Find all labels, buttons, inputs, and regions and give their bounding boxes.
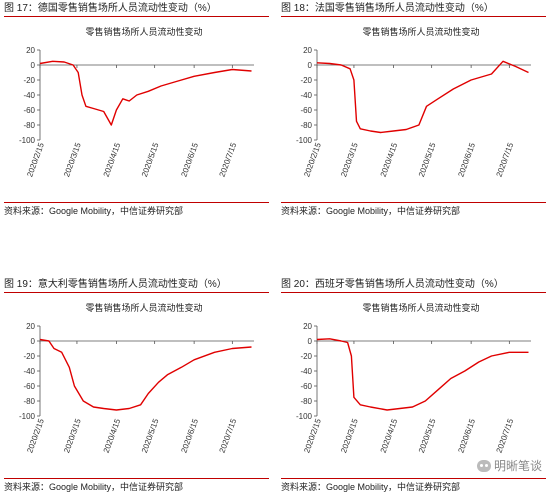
series-line (316, 60, 529, 134)
chart-panel-germany: 图 17：德国零售销售场所人员流动性变动（%） 零售销售场所人员流动性变动 20 0… (4, 2, 269, 224)
y-tick-label: -40 (300, 91, 312, 100)
figure-rule (281, 292, 546, 293)
chart-svg: 零售销售场所人员流动性变动 20 0 -20 -40 -60 -80 -1002020/2/1… (296, 26, 531, 178)
y-tick-label: -40 (23, 367, 35, 376)
y-tick-label: -20 (300, 76, 312, 85)
x-tick-label: 2020/5/15 (140, 417, 161, 454)
y-tick-label: -20 (23, 352, 35, 361)
y-tick-label: -40 (23, 91, 35, 100)
x-tick-label: 2020/6/15 (456, 141, 477, 178)
x-tick-label: 2020/6/15 (179, 417, 200, 454)
figure-label: 图 17：德国零售销售场所人员流动性变动（%） (4, 3, 217, 14)
y-tick-label: -20 (23, 76, 35, 85)
y-tick-label: -100 (19, 136, 36, 145)
x-tick-label: 2020/7/15 (495, 417, 516, 454)
x-tick-label: 2020/3/15 (62, 417, 83, 454)
x-tick-label: 2020/3/15 (339, 141, 360, 178)
source-note: 资料来源：Google Mobility，中信证券研究部 (281, 482, 461, 492)
watermark-text: 明晰笔谈 (493, 459, 542, 473)
source-note: 资料来源：Google Mobility，中信证券研究部 (4, 482, 184, 492)
chart-title: 零售销售场所人员流动性变动 (85, 26, 202, 37)
y-tick-label: 0 (31, 337, 36, 346)
x-tick-label: 2020/5/15 (140, 141, 161, 178)
x-tick-label: 2020/7/15 (218, 417, 239, 454)
x-tick-label: 2020/5/15 (417, 141, 438, 178)
figure-rule (4, 292, 269, 293)
source-rule (4, 478, 269, 479)
chart-panel-italy: 图 19：意大利零售销售场所人员流动性变动（%） 零售销售场所人员流动性变动 20… (4, 278, 269, 500)
x-tick-label: 2020/5/15 (417, 417, 438, 454)
y-tick-label: -100 (296, 412, 313, 421)
y-tick-label: -80 (23, 121, 35, 130)
chart-svg: 零售销售场所人员流动性变动 20 0 -20 -40 -60 -80 -1002020/2/1… (296, 302, 531, 454)
source-rule (281, 202, 546, 203)
y-tick-label: -100 (296, 136, 313, 145)
x-tick-label: 2020/3/15 (339, 417, 360, 454)
figure-rule (4, 16, 269, 17)
chart-svg: 零售销售场所人员流动性变动 20 0 -20 -40 -60 -80 -1002020/2/1… (19, 302, 254, 454)
x-tick-label: 2020/7/15 (218, 141, 239, 178)
wechat-icon (476, 459, 491, 472)
series-line (39, 60, 252, 126)
x-tick-label: 2020/3/15 (62, 141, 83, 178)
y-tick-label: 20 (303, 322, 312, 331)
chart-panel-spain: 图 20：西班牙零售销售场所人员流动性变动（%） 零售销售场所人员流动性变动 20… (281, 278, 546, 500)
x-tick-label: 2020/4/15 (102, 141, 123, 178)
source-rule (4, 202, 269, 203)
y-tick-label: -80 (300, 121, 312, 130)
chart-title: 零售销售场所人员流动性变动 (362, 26, 479, 37)
y-tick-label: -100 (19, 412, 36, 421)
y-tick-label: 0 (308, 61, 313, 70)
y-tick-label: -60 (300, 382, 312, 391)
x-tick-label: 2020/2/15 (302, 417, 323, 454)
figure-label: 图 20：西班牙零售销售场所人员流动性变动（%） (281, 279, 504, 290)
x-tick-label: 2020/4/15 (102, 417, 123, 454)
source-note: 资料来源：Google Mobility，中信证券研究部 (281, 206, 461, 216)
y-tick-label: 0 (31, 61, 36, 70)
x-tick-label: 2020/6/15 (179, 141, 200, 178)
y-tick-label: 20 (26, 322, 35, 331)
x-tick-label: 2020/2/15 (302, 141, 323, 178)
source-rule (281, 478, 546, 479)
series-line (39, 338, 252, 411)
y-tick-label: -20 (300, 352, 312, 361)
watermark: 明晰笔谈 (476, 457, 542, 474)
y-tick-label: 20 (303, 46, 312, 55)
y-tick-label: 0 (308, 337, 313, 346)
y-tick-label: -60 (300, 106, 312, 115)
y-tick-label: -80 (23, 397, 35, 406)
figure-label: 图 19：意大利零售销售场所人员流动性变动（%） (4, 279, 227, 290)
y-tick-label: -40 (300, 367, 312, 376)
x-tick-label: 2020/4/15 (379, 141, 400, 178)
chart-panel-france: 图 18：法国零售销售场所人员流动性变动（%） 零售销售场所人员流动性变动 20 0… (281, 2, 546, 224)
y-tick-label: -60 (23, 106, 35, 115)
x-tick-label: 2020/2/15 (25, 141, 46, 178)
figure-rule (281, 16, 546, 17)
x-tick-label: 2020/7/15 (495, 141, 516, 178)
x-tick-label: 2020/4/15 (379, 417, 400, 454)
x-tick-label: 2020/2/15 (25, 417, 46, 454)
x-tick-label: 2020/6/15 (456, 417, 477, 454)
y-tick-label: -80 (300, 397, 312, 406)
chart-svg: 零售销售场所人员流动性变动 20 0 -20 -40 -60 -80 -1002020/2/1… (19, 26, 254, 178)
series-line (316, 338, 529, 411)
figure-label: 图 18：法国零售销售场所人员流动性变动（%） (281, 3, 494, 14)
y-tick-label: -60 (23, 382, 35, 391)
chart-title: 零售销售场所人员流动性变动 (85, 302, 202, 313)
source-note: 资料来源：Google Mobility，中信证券研究部 (4, 206, 184, 216)
y-tick-label: 20 (26, 46, 35, 55)
chart-title: 零售销售场所人员流动性变动 (362, 302, 479, 313)
